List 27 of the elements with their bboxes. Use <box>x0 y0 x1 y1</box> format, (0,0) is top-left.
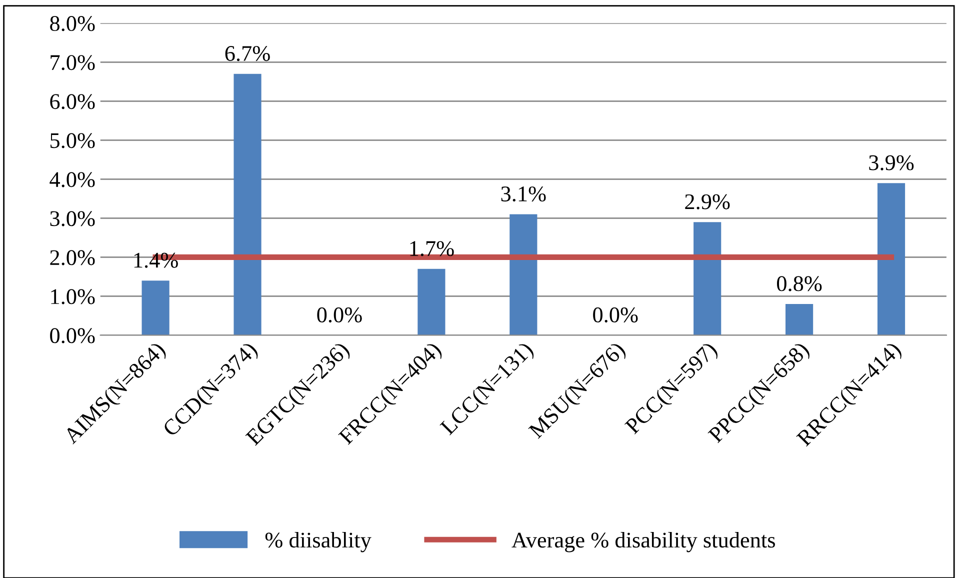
data-label: 6.7% <box>225 46 270 62</box>
y-tick-label: 1.0% <box>51 289 95 304</box>
y-tick-label: 3.0% <box>50 211 95 226</box>
data-label: 3.1% <box>501 186 546 202</box>
bar <box>418 268 446 336</box>
y-tick-label: 8.0% <box>50 16 95 32</box>
bar <box>877 183 906 336</box>
y-tick-label: 4.0% <box>50 172 95 188</box>
legend-label: Average % disability students <box>512 532 775 552</box>
y-tick-label: 6.0% <box>50 94 95 110</box>
data-label: 1.7% <box>410 241 454 256</box>
data-label: 0.8% <box>777 276 822 292</box>
bar <box>786 304 814 336</box>
y-tick-label: 7.0% <box>50 55 95 70</box>
data-label: 2.9% <box>685 194 730 210</box>
data-label: 1.4% <box>134 252 178 268</box>
y-tick-label: 0.0% <box>50 328 95 344</box>
bar <box>694 222 722 336</box>
y-tick-label: 5.0% <box>50 133 95 148</box>
data-label: 0.0% <box>593 307 638 322</box>
bar <box>510 214 538 336</box>
y-tick-label: 2.0% <box>50 250 95 266</box>
data-label: 0.0% <box>317 307 362 322</box>
bar <box>234 74 262 336</box>
bar <box>142 280 170 336</box>
legend-label: % diisablity <box>265 532 372 552</box>
data-label: 3.9% <box>869 155 914 170</box>
